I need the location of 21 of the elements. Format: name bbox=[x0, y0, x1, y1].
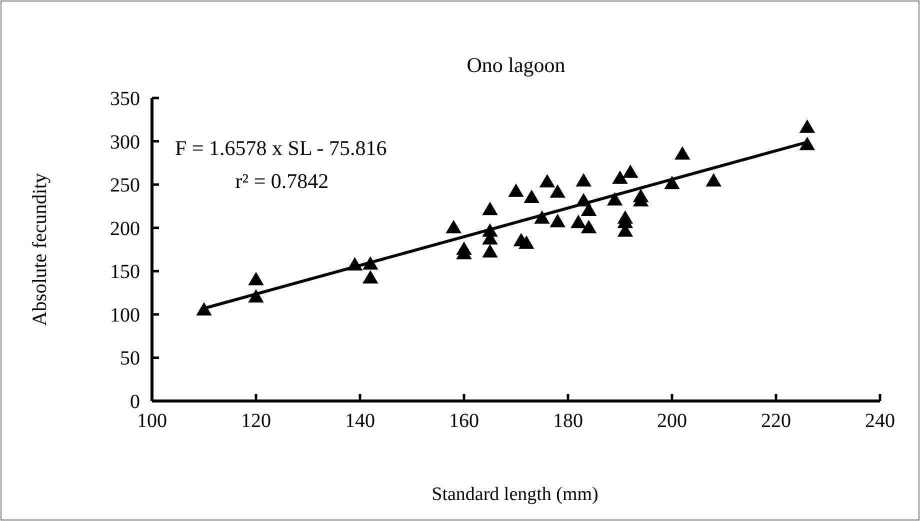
x-tick-label: 200 bbox=[657, 410, 687, 432]
x-tick-label: 160 bbox=[449, 410, 479, 432]
y-tick-label: 200 bbox=[110, 218, 140, 240]
x-tick-label: 100 bbox=[137, 410, 167, 432]
y-tick-label: 0 bbox=[130, 391, 140, 413]
chart-title: Ono lagoon bbox=[466, 53, 566, 77]
annotation: r² = 0.7842 bbox=[235, 169, 329, 193]
x-tick-label: 220 bbox=[761, 410, 791, 432]
x-tick-label: 240 bbox=[865, 410, 895, 432]
x-axis-title: Standard length (mm) bbox=[432, 484, 598, 505]
y-tick-label: 150 bbox=[110, 261, 140, 284]
y-axis-title: Absolute fecundity bbox=[29, 173, 51, 326]
y-tick-label: 250 bbox=[110, 174, 140, 197]
x-tick-label: 180 bbox=[553, 410, 583, 432]
y-tick-label: 350 bbox=[110, 88, 140, 110]
y-tick-label: 100 bbox=[110, 304, 140, 326]
y-tick-label: 50 bbox=[120, 348, 140, 370]
annotation: F = 1.6578 x SL - 75.816 bbox=[175, 136, 387, 160]
x-tick-label: 120 bbox=[241, 410, 271, 432]
x-tick-label: 140 bbox=[345, 410, 375, 432]
y-tick-label: 300 bbox=[110, 131, 140, 154]
